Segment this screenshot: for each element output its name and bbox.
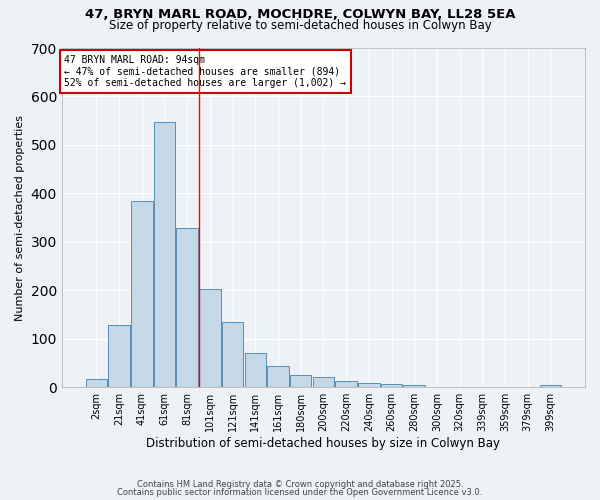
X-axis label: Distribution of semi-detached houses by size in Colwyn Bay: Distribution of semi-detached houses by … bbox=[146, 437, 500, 450]
Bar bbox=[358, 384, 380, 387]
Bar bbox=[222, 322, 244, 387]
Bar bbox=[199, 290, 221, 387]
Bar bbox=[86, 379, 107, 387]
Text: Contains public sector information licensed under the Open Government Licence v3: Contains public sector information licen… bbox=[118, 488, 482, 497]
Bar bbox=[381, 384, 402, 387]
Text: 47, BRYN MARL ROAD, MOCHDRE, COLWYN BAY, LL28 5EA: 47, BRYN MARL ROAD, MOCHDRE, COLWYN BAY,… bbox=[85, 8, 515, 20]
Y-axis label: Number of semi-detached properties: Number of semi-detached properties bbox=[15, 114, 25, 320]
Text: Contains HM Land Registry data © Crown copyright and database right 2025.: Contains HM Land Registry data © Crown c… bbox=[137, 480, 463, 489]
Bar bbox=[290, 375, 311, 387]
Bar bbox=[267, 366, 289, 387]
Bar bbox=[176, 228, 198, 387]
Bar bbox=[108, 325, 130, 387]
Bar bbox=[131, 200, 152, 387]
Bar bbox=[245, 354, 266, 387]
Bar bbox=[313, 376, 334, 387]
Bar bbox=[403, 386, 425, 387]
Bar bbox=[335, 382, 357, 387]
Text: 47 BRYN MARL ROAD: 94sqm
← 47% of semi-detached houses are smaller (894)
52% of : 47 BRYN MARL ROAD: 94sqm ← 47% of semi-d… bbox=[64, 55, 346, 88]
Text: Size of property relative to semi-detached houses in Colwyn Bay: Size of property relative to semi-detach… bbox=[109, 18, 491, 32]
Bar bbox=[539, 385, 561, 387]
Bar bbox=[154, 122, 175, 387]
